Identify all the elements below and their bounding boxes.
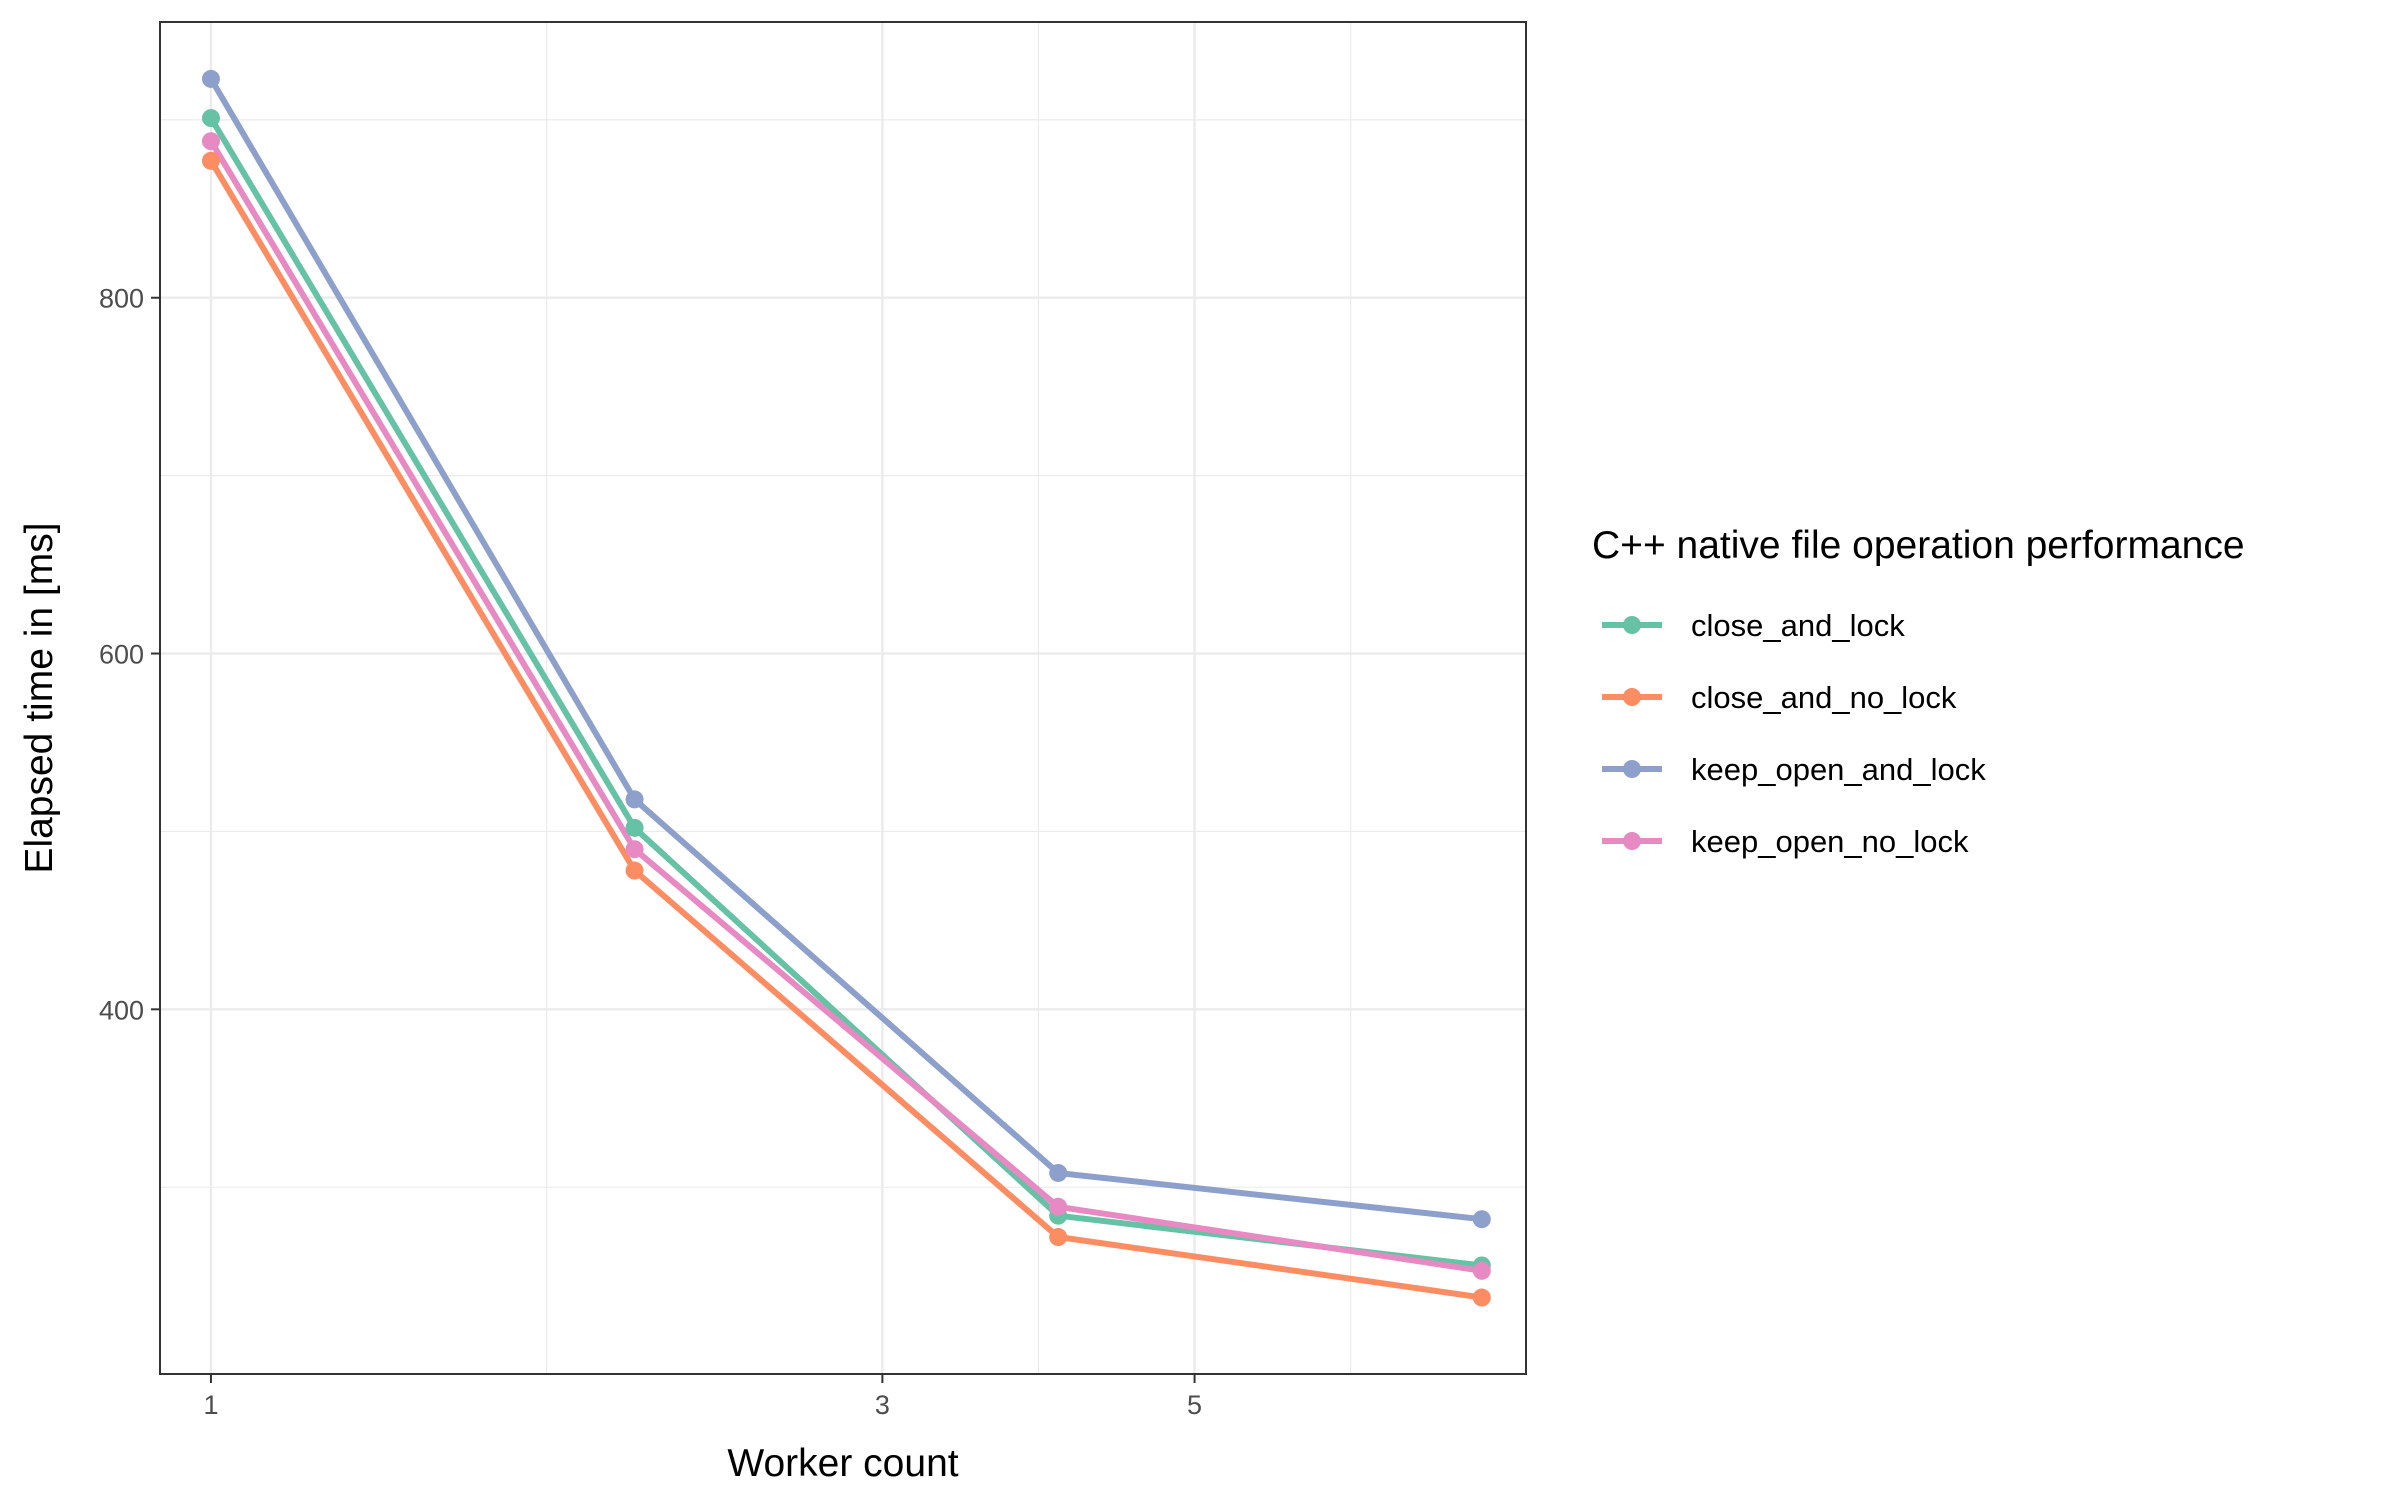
series-lines	[208, 77, 1483, 1301]
y-axis: 400 600 800	[99, 284, 160, 1025]
data-point-keep_open_no_lock	[625, 840, 644, 859]
legend-label: close_and_no_lock	[1691, 680, 1957, 715]
y-axis-title: Elapsed time in [ms]	[18, 522, 61, 873]
data-point-keep_open_no_lock	[1472, 1261, 1491, 1280]
y-tick-label: 400	[99, 995, 144, 1025]
data-point-close_and_lock	[201, 109, 220, 128]
plot-panel	[160, 22, 1526, 1374]
legend-label: keep_open_no_lock	[1691, 824, 1969, 859]
legend-key-point	[1623, 688, 1641, 706]
data-point-close_and_no_lock	[1472, 1288, 1491, 1307]
data-point-keep_open_and_lock	[625, 790, 644, 809]
x-axis-title: Worker count	[727, 1442, 958, 1485]
x-axis: 1 3 5	[203, 1374, 1202, 1420]
data-point-close_and_lock	[625, 818, 644, 837]
data-point-close_and_no_lock	[1049, 1228, 1068, 1247]
legend-title: C++ native file operation performance	[1592, 524, 2245, 567]
data-point-keep_open_and_lock	[201, 69, 220, 88]
y-tick-label: 600	[99, 640, 144, 670]
x-tick-label: 1	[203, 1390, 218, 1420]
data-point-keep_open_no_lock	[201, 132, 220, 151]
data-point-keep_open_and_lock	[1049, 1163, 1068, 1182]
series-line-close_and_no_lock	[208, 159, 1483, 1301]
grid-major	[160, 22, 1526, 1374]
x-tick-label: 3	[875, 1390, 890, 1420]
legend: C++ native file operation performance cl…	[1592, 524, 2245, 859]
series-line-keep_open_and_lock	[208, 77, 1483, 1223]
data-point-keep_open_no_lock	[1049, 1197, 1068, 1216]
legend-key-point	[1623, 760, 1641, 778]
grid-minor	[160, 22, 1526, 1374]
x-tick-label: 5	[1187, 1390, 1202, 1420]
data-point-close_and_no_lock	[201, 151, 220, 170]
series-points	[201, 69, 1491, 1307]
legend-label: close_and_lock	[1691, 608, 1905, 643]
y-tick-label: 800	[99, 284, 144, 314]
legend-label: keep_open_and_lock	[1691, 752, 1986, 787]
legend-key-point	[1623, 832, 1641, 850]
legend-key-point	[1623, 616, 1641, 634]
data-point-keep_open_and_lock	[1472, 1210, 1491, 1229]
plot-border	[159, 21, 1527, 1375]
data-point-close_and_no_lock	[625, 861, 644, 880]
series-line-keep_open_no_lock	[208, 139, 1483, 1274]
